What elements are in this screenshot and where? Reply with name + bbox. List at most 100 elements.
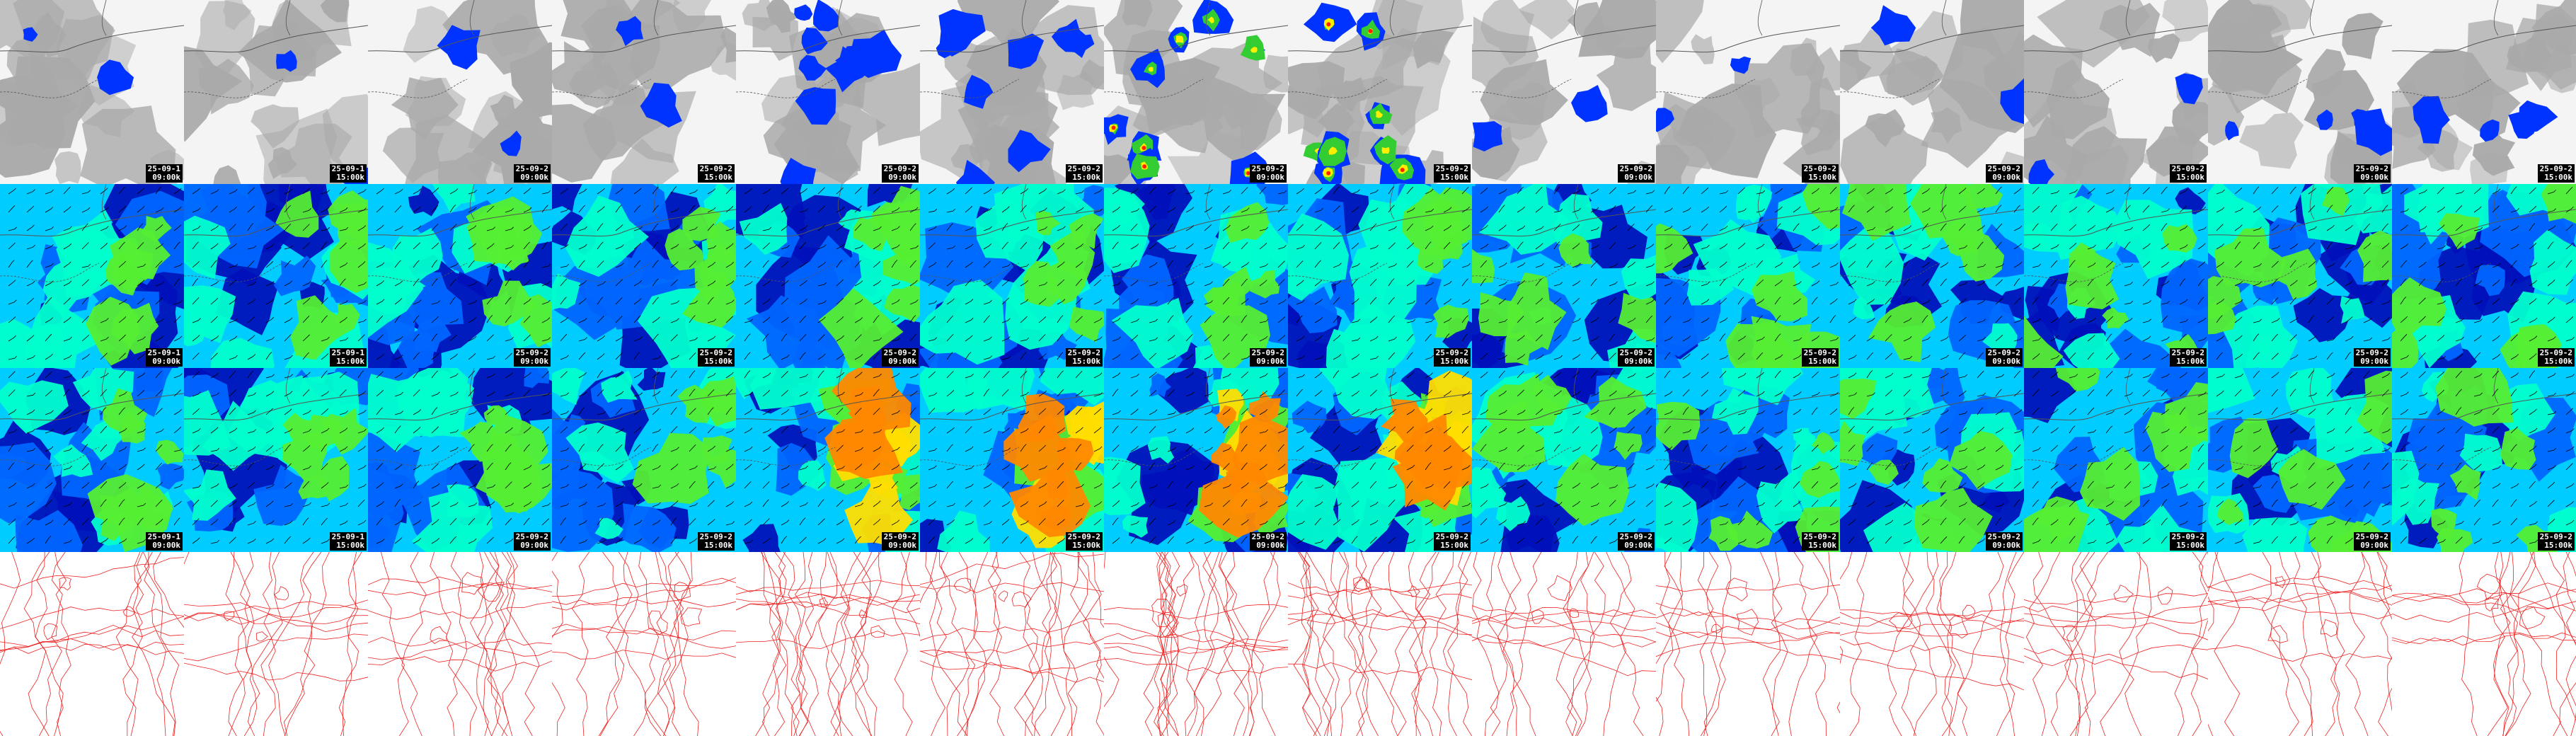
wind-barb-icon [449, 429, 459, 434]
wind-barb-icon [873, 429, 882, 434]
wind-barb-icon [1664, 263, 1673, 268]
wind-barb-icon [1277, 502, 1287, 507]
timestamp-label: 25-09-2 09:00k [513, 532, 551, 551]
wind-barb-icon [854, 317, 863, 323]
pressure-contours-map-panel [2024, 552, 2208, 736]
wind-barb-icon [2547, 316, 2555, 323]
wind-barb-icon [1811, 263, 1820, 268]
wind-barb-icon [707, 445, 715, 452]
wind-barb-icon [2529, 539, 2538, 544]
wind-barb-icon [560, 297, 567, 305]
wind-barb-icon [1701, 536, 1708, 544]
wind-barb-icon [1811, 466, 1821, 471]
wind-barb-icon [2381, 462, 2389, 471]
wind-barb-icon [560, 426, 568, 434]
wind-barb-icon [2326, 297, 2334, 305]
wind-barb-icon [137, 517, 144, 526]
wind-barb-icon [1314, 390, 1323, 397]
wind-barb-icon [781, 483, 790, 489]
wind-barb-icon [1553, 208, 1563, 213]
wind-barb-icon [670, 389, 678, 397]
date-label: 25-09-2 [1435, 532, 1468, 541]
wind-barb-icon [891, 226, 900, 231]
wind-barb-icon [762, 428, 771, 434]
wind-850-map [1288, 184, 1472, 368]
wind-barb-icon [8, 242, 16, 250]
wind-barb-icon [2492, 389, 2499, 397]
wind-barb-icon [2271, 389, 2279, 397]
wind-barb-icon [578, 444, 585, 452]
wind-barb-icon [762, 499, 769, 507]
wind-barb-icon [247, 223, 254, 231]
wind-barb-icon [302, 208, 311, 213]
wind-barb-icon [339, 464, 347, 471]
wind-barb-icon [2216, 315, 2223, 323]
wind-barb-icon [1609, 427, 1617, 434]
wind-barb-icon [2400, 334, 2408, 342]
pressure-contours-map [1104, 552, 1288, 736]
wind-barb-icon [652, 502, 661, 507]
wind-barb-icon [2087, 499, 2094, 507]
wind-barb-icon [486, 188, 495, 195]
wind-barb-icon [725, 226, 735, 231]
wind-barb-icon [781, 297, 788, 305]
wind-barb-icon [670, 447, 679, 452]
timestamp-label: 25-09-2 09:00k [881, 348, 919, 367]
wind-barb-icon [45, 263, 54, 268]
wind-barb-icon [1461, 446, 1471, 452]
wind-barb-icon [2492, 499, 2499, 507]
wind-barb-icon [1811, 335, 1819, 342]
wind-barb-icon [1682, 389, 1690, 397]
date-label: 25-09-2 [2539, 532, 2572, 541]
wind-barb-icon [1314, 408, 1323, 415]
wind-barb-icon [597, 281, 606, 287]
wind-barb-icon [854, 205, 862, 213]
wind-barb-icon [946, 315, 954, 323]
wind-barb-icon [137, 502, 146, 507]
wind-barb-icon [1130, 260, 1137, 268]
wind-barb-icon [1645, 299, 1655, 305]
wind-barb-icon [1057, 315, 1064, 323]
wind-850-map-panel: 25-09-2 09:00k [1104, 184, 1288, 368]
time-label: 15:00k [1440, 541, 1468, 550]
wind-barb-icon [1885, 260, 1892, 268]
wind-barb-icon [1241, 389, 1248, 397]
wind-barb-icon [2326, 186, 2334, 195]
time-label: 09:00k [1256, 357, 1284, 366]
wind-barb-icon [1940, 427, 1949, 434]
wind-barb-icon [1756, 243, 1765, 250]
wind-barb-icon [2455, 297, 2463, 305]
pressure-contours-map [1840, 552, 2024, 736]
wind-barb-icon [2455, 370, 2463, 379]
wind-barb-icon [118, 538, 127, 544]
wind-barb-icon [1940, 445, 1948, 452]
wind-barb-icon [725, 262, 734, 268]
wind-barb-icon [652, 444, 659, 452]
wind-barb-icon [192, 518, 200, 526]
wind-barb-icon [1259, 186, 1267, 195]
wind-barb-icon [891, 337, 901, 342]
wind-barb-icon [762, 316, 771, 323]
wind-barb-icon [2216, 425, 2223, 434]
wind-barb-icon [836, 500, 844, 507]
wind-barb-icon [1296, 428, 1305, 434]
timestamp-label: 25-09-2 09:00k [1985, 532, 2023, 551]
wind-barb-icon [1222, 297, 1230, 305]
wind-barb-icon [1388, 462, 1395, 471]
wind-850-map [1840, 184, 2024, 368]
wind-barb-icon [1425, 427, 1434, 434]
date-label: 25-09-2 [2171, 348, 2204, 357]
wind-barb-icon [1333, 205, 1340, 213]
wind-barb-icon [1756, 410, 1765, 415]
wind-barb-icon [560, 517, 567, 526]
wind-barb-icon [1369, 389, 1377, 397]
wind-barb-icon [1038, 425, 1045, 434]
wind-barb-icon [2069, 408, 2077, 415]
time-label: 15:00k [336, 173, 364, 182]
wind-barb-icon [2363, 447, 2372, 452]
wind-barb-icon [265, 336, 275, 342]
wind-barb-icon [1480, 318, 1490, 323]
wind-barb-icon [2289, 483, 2299, 489]
wind-barb-icon [1204, 316, 1212, 323]
wind-barb-icon [137, 447, 146, 452]
